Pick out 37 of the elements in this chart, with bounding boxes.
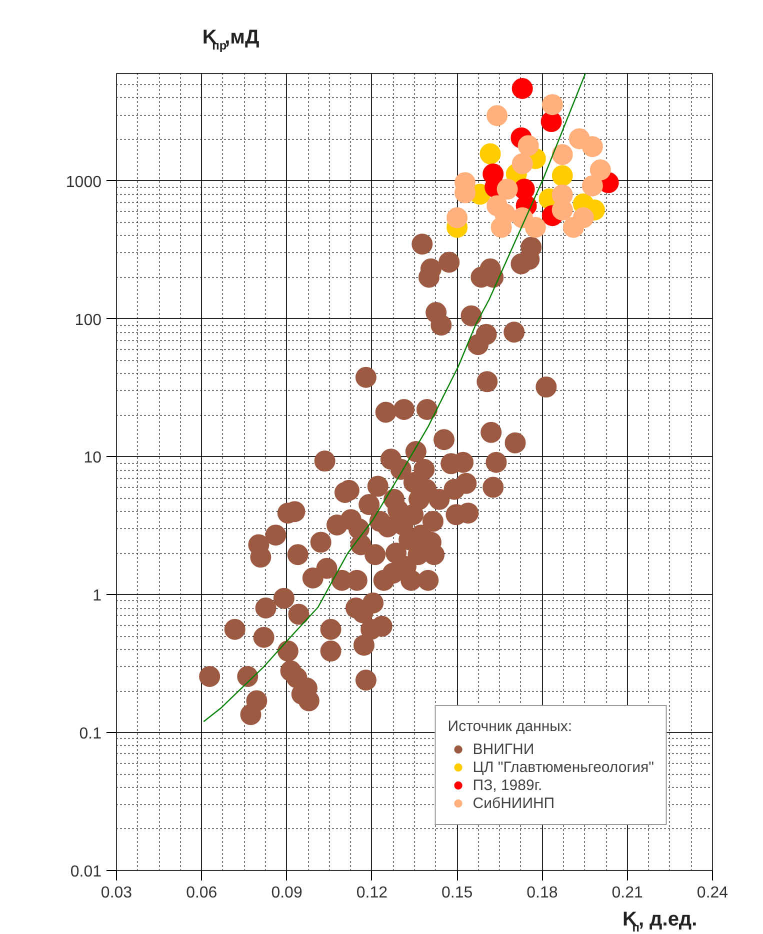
point — [552, 144, 573, 166]
x-tick-label: 0.15 — [442, 884, 473, 902]
point — [480, 143, 501, 164]
point — [582, 175, 603, 196]
y-tick-label: 1000 — [66, 174, 102, 191]
point — [512, 78, 533, 99]
point — [496, 178, 518, 200]
y-tick-label: 1 — [92, 588, 102, 605]
point — [572, 207, 594, 228]
x-tick-label: 0.12 — [356, 884, 388, 902]
legend-label: СибНИИНП — [472, 794, 555, 812]
point — [590, 159, 611, 180]
point — [582, 136, 603, 158]
point — [524, 216, 546, 238]
point — [552, 165, 573, 186]
x-tick-label: 0.18 — [526, 884, 558, 902]
point — [518, 135, 539, 156]
x-tick-label: 0.24 — [696, 884, 728, 902]
point — [490, 216, 512, 238]
line-series — [203, 74, 586, 722]
point — [486, 105, 508, 126]
point — [540, 111, 562, 132]
x-tick-label: 0.03 — [100, 884, 132, 902]
legend-title: Источник данных: — [448, 718, 574, 735]
y-tick-label: 0.1 — [79, 726, 102, 743]
x-tick-label: 0.21 — [612, 884, 644, 902]
x-tick-label: 0.06 — [186, 884, 218, 902]
point — [512, 153, 533, 174]
y-tick-label: 100 — [74, 312, 102, 329]
legend-label: ЦЛ "Главтюменьгеология" — [472, 758, 654, 776]
y-tick-label: 0.01 — [70, 864, 102, 880]
legend-label: ВНИГНИ — [472, 740, 534, 758]
point — [446, 207, 468, 228]
point — [542, 94, 563, 116]
x-tick-label: 0.09 — [271, 884, 302, 902]
legend-label: ПЗ, 1989г. — [472, 776, 542, 794]
y-tick-label: 10 — [84, 450, 102, 467]
